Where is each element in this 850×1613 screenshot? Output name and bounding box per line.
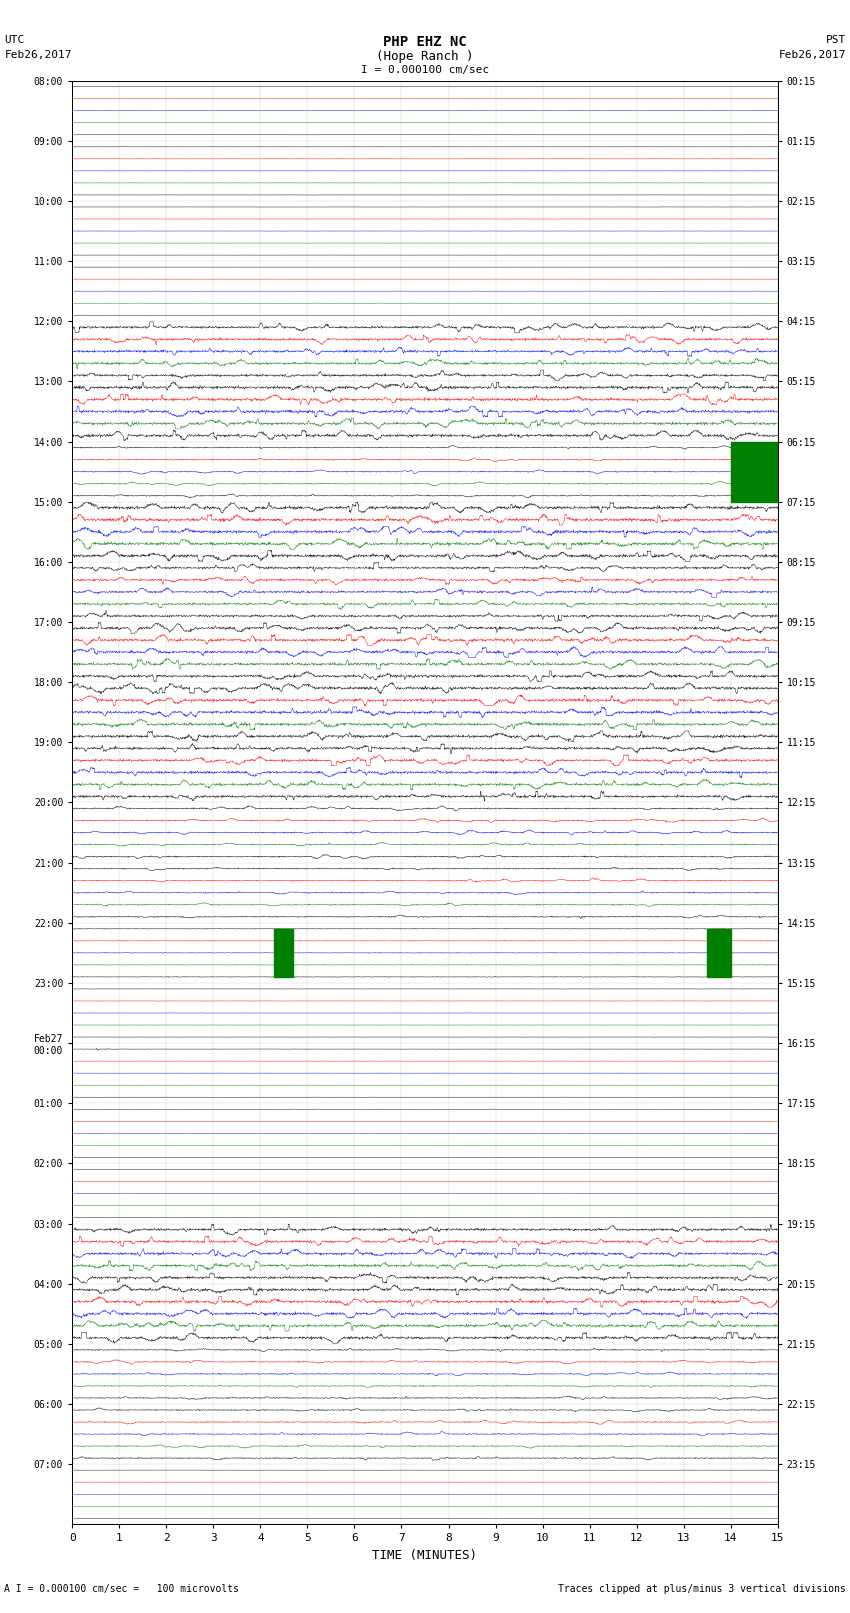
Text: Traces clipped at plus/minus 3 vertical divisions: Traces clipped at plus/minus 3 vertical … (558, 1584, 846, 1594)
X-axis label: TIME (MINUTES): TIME (MINUTES) (372, 1548, 478, 1561)
Text: PST: PST (825, 35, 846, 45)
Text: I = 0.000100 cm/sec: I = 0.000100 cm/sec (361, 65, 489, 74)
Text: UTC: UTC (4, 35, 25, 45)
Text: Feb26,2017: Feb26,2017 (4, 50, 71, 60)
Text: PHP EHZ NC: PHP EHZ NC (383, 35, 467, 50)
Text: A I = 0.000100 cm/sec =   100 microvolts: A I = 0.000100 cm/sec = 100 microvolts (4, 1584, 239, 1594)
Bar (707, 929, 731, 977)
Text: Feb26,2017: Feb26,2017 (779, 50, 846, 60)
Bar (731, 442, 778, 502)
Bar (275, 929, 293, 977)
Text: (Hope Ranch ): (Hope Ranch ) (377, 50, 473, 63)
